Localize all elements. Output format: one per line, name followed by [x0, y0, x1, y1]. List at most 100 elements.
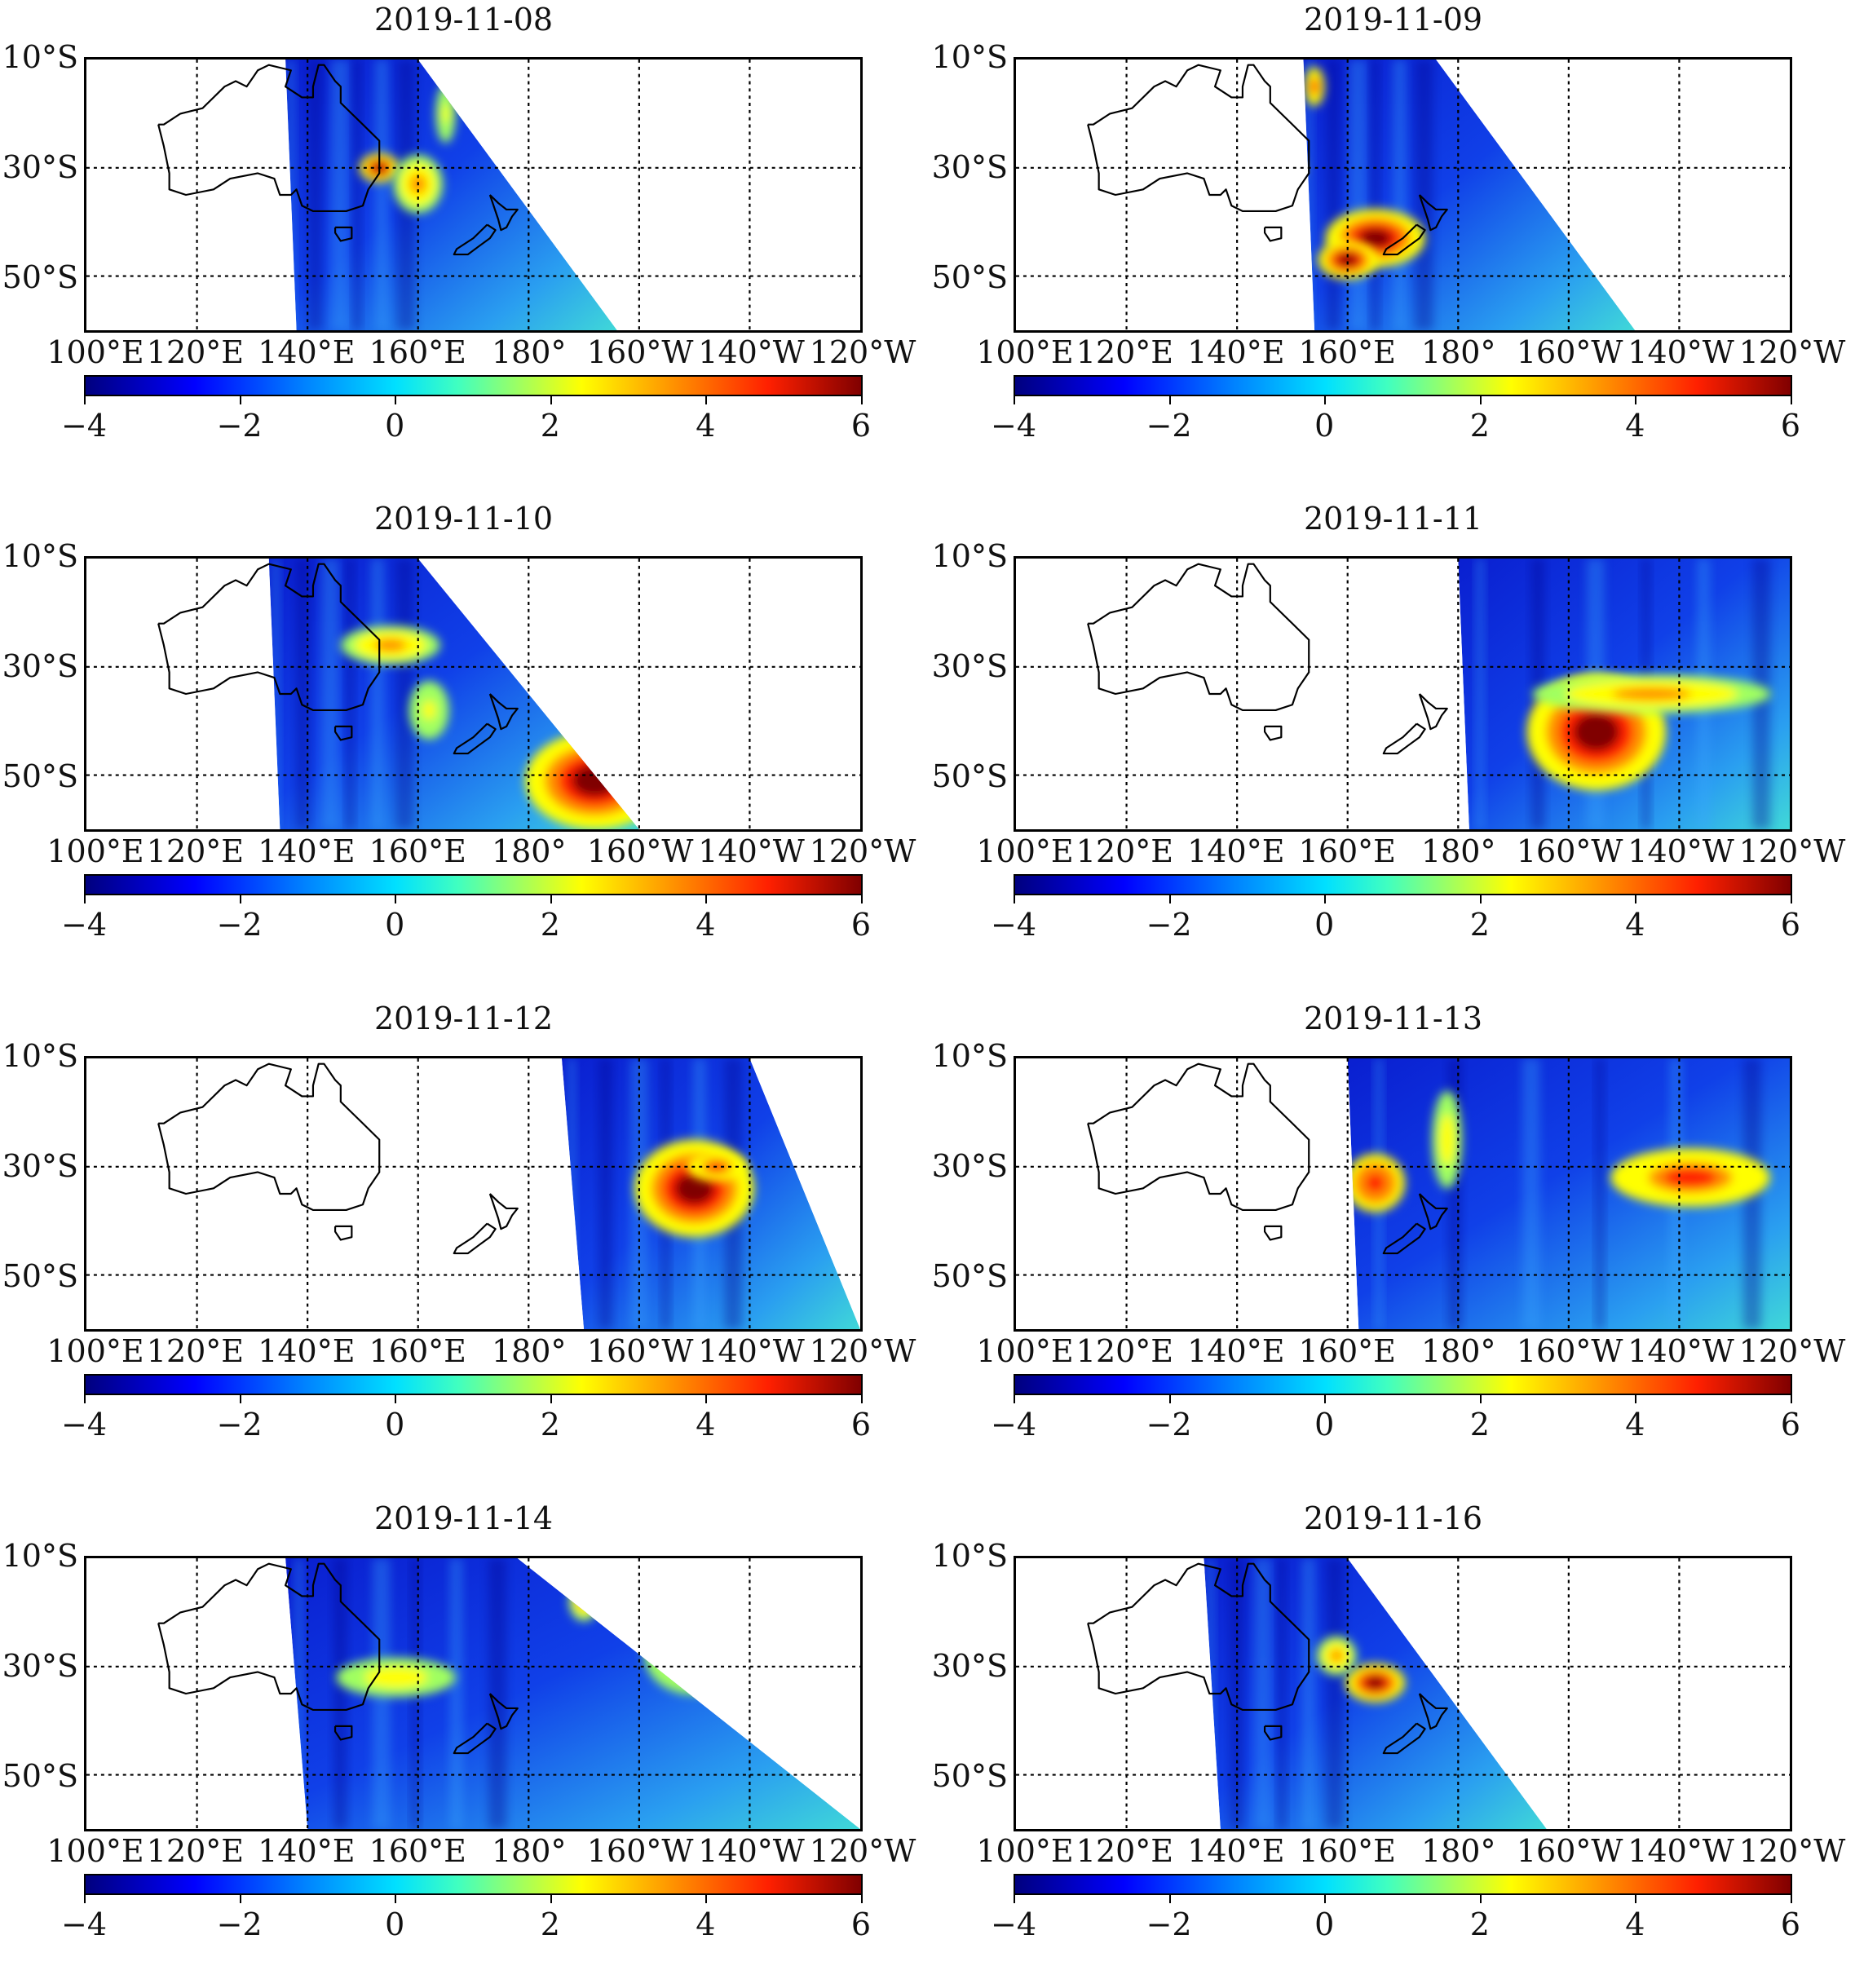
- colorbar-tick: [1324, 1895, 1327, 1903]
- colorbar-tick: [861, 895, 863, 903]
- map-panel-3: 2019-11-10 10°S 30°S 50°S 100°E 120°E 140°E 160…: [0, 499, 927, 988]
- lat-label: 10°S: [931, 1538, 1008, 1574]
- swath-streak: [375, 60, 389, 330]
- colorbar-label: 6: [1780, 408, 1801, 444]
- graticule: [1016, 559, 1790, 829]
- map-canvas: [1016, 1558, 1790, 1829]
- colorbar-tick: [395, 1395, 397, 1403]
- panel-title: 2019-11-10: [373, 501, 554, 537]
- swath-streak: [1393, 60, 1407, 330]
- swath-streak: [1371, 60, 1380, 330]
- aerosol-plume: [1316, 1636, 1357, 1676]
- lon-label: 140°E: [1187, 833, 1285, 869]
- colorbar-label: −2: [1146, 1407, 1192, 1442]
- aerosol-plume: [435, 84, 456, 144]
- lon-label: 180°: [1420, 1833, 1496, 1869]
- lat-label: 50°S: [2, 1258, 78, 1295]
- lon-label: 120°W: [1738, 1333, 1846, 1369]
- lon-label: 160°E: [1298, 334, 1396, 370]
- lon-label: 120°W: [809, 833, 916, 869]
- colorbar-label: −4: [60, 1407, 108, 1442]
- lon-label: 120°E: [1075, 1333, 1174, 1369]
- colorbar-tick: [395, 895, 397, 903]
- colorbar-tick: [1635, 1895, 1637, 1903]
- colorbar-label: 4: [1625, 907, 1645, 943]
- lon-label: 120°E: [1075, 1833, 1174, 1869]
- panel-title: 2019-11-14: [373, 1500, 554, 1536]
- lon-label: 140°E: [1187, 1333, 1285, 1369]
- colorbar-label: −2: [1146, 1906, 1192, 1942]
- colorbar-label: 0: [385, 408, 405, 444]
- colorbar-tick: [705, 396, 708, 404]
- lat-label: 50°S: [931, 259, 1008, 296]
- colorbar-label: 4: [696, 1407, 716, 1442]
- lon-label: 160°E: [369, 833, 466, 869]
- graticule: [86, 559, 860, 829]
- lat-label: 10°S: [931, 39, 1008, 75]
- colorbar-tick: [1635, 1395, 1637, 1403]
- colorbar-label: 4: [1625, 408, 1645, 444]
- coastline: [1087, 64, 1448, 256]
- map-panel-5: 2019-11-12 10°S 30°S 50°S 100°E 120°E 140°E 160…: [0, 999, 927, 1488]
- swath-background: [285, 60, 617, 330]
- lon-label: 140°E: [258, 334, 356, 370]
- map-panel-8: 2019-11-16 10°S 30°S 50°S 100°E 120°E 140°E 160…: [930, 1499, 1855, 1988]
- lon-label: 160°W: [1516, 1333, 1623, 1369]
- swath-streak: [321, 559, 339, 829]
- swath-streak: [568, 1058, 576, 1329]
- coastline: [157, 64, 519, 256]
- map-canvas: [86, 559, 860, 829]
- lon-label: 120°W: [809, 1833, 916, 1869]
- colorbar-label: 0: [1314, 1407, 1335, 1442]
- colorbar-label: 4: [1625, 1407, 1645, 1442]
- satellite-swath: [1347, 1058, 1790, 1329]
- swath-streak: [1301, 1558, 1315, 1829]
- colorbar-label: 2: [540, 1407, 560, 1442]
- lon-label: 100°E: [46, 1333, 144, 1369]
- lat-label: 50°S: [931, 1758, 1008, 1795]
- colorbar-tick: [1168, 1895, 1171, 1903]
- lat-label: 30°S: [2, 1648, 78, 1685]
- swath-streak: [1230, 1558, 1243, 1829]
- lon-label: 160°W: [586, 1333, 694, 1369]
- map-canvas: [86, 1058, 860, 1329]
- aerosol-plume: [340, 625, 440, 665]
- colorbar-tick: [1791, 895, 1792, 903]
- colorbar: [1014, 874, 1792, 895]
- colorbar-tick: [550, 396, 552, 404]
- lat-label: 30°S: [931, 1648, 1008, 1685]
- colorbar-label: 0: [1314, 1906, 1335, 1942]
- colorbar-label: −2: [216, 907, 263, 943]
- lon-label: 120°W: [1738, 334, 1846, 370]
- colorbar-tick: [1014, 1395, 1015, 1403]
- aerosol-plume: [1432, 1090, 1463, 1189]
- aerosol-plume: [1345, 1663, 1406, 1703]
- map-frame: [84, 556, 863, 832]
- lon-label: 160°E: [369, 334, 466, 370]
- swath-streak: [272, 559, 280, 829]
- graticule: [1016, 1558, 1790, 1829]
- swath-streak: [1596, 1058, 1605, 1329]
- colorbar-tick: [861, 1395, 863, 1403]
- colorbar-tick: [550, 1895, 552, 1903]
- colorbar-label: −2: [1146, 408, 1192, 444]
- colorbar-tick: [705, 1895, 708, 1903]
- aerosol-plume: [568, 1582, 599, 1622]
- lon-label: 120°E: [146, 334, 245, 370]
- colorbar-label: −4: [990, 1906, 1037, 1942]
- swath-streak: [333, 1558, 347, 1829]
- map-frame: [1014, 57, 1792, 333]
- lon-label: 140°W: [1628, 334, 1734, 370]
- lat-label: 30°S: [2, 149, 78, 186]
- map-canvas: [1016, 559, 1790, 829]
- swath-streak: [1349, 60, 1367, 330]
- lat-label: 50°S: [931, 758, 1008, 795]
- colorbar-tick: [239, 396, 241, 404]
- colorbar-tick: [1635, 895, 1637, 903]
- lat-label: 50°S: [931, 1258, 1008, 1295]
- colorbar: [1014, 1374, 1792, 1395]
- colorbar-label: −4: [990, 907, 1037, 943]
- colorbar-tick: [1014, 895, 1015, 903]
- colorbar-label: 6: [1780, 907, 1801, 943]
- lon-label: 140°W: [698, 833, 805, 869]
